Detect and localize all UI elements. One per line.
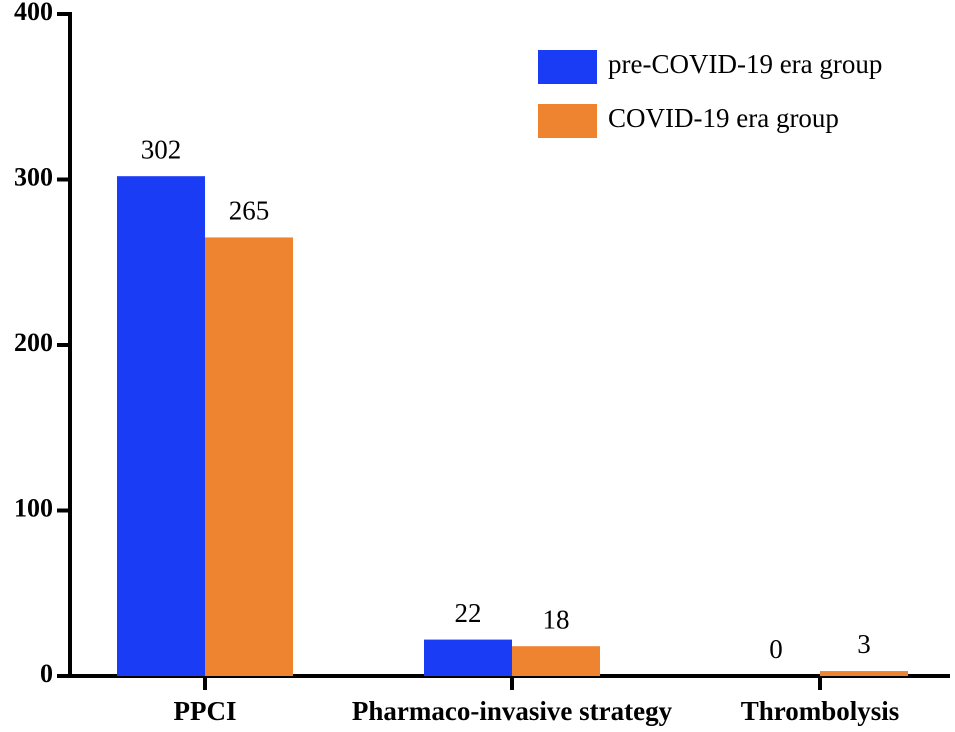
value-label: 302 bbox=[141, 134, 182, 164]
value-label: 22 bbox=[455, 598, 482, 628]
y-tick-label: 300 bbox=[14, 162, 53, 191]
value-label: 0 bbox=[769, 634, 783, 664]
legend-label: pre-COVID-19 era group bbox=[608, 49, 882, 79]
y-tick-label: 100 bbox=[14, 493, 53, 522]
legend-swatch bbox=[538, 104, 597, 138]
bar bbox=[424, 639, 512, 676]
legend-label: COVID-19 era group bbox=[608, 103, 839, 133]
x-tick-label: Thrombolysis bbox=[741, 696, 900, 726]
y-tick-label: 200 bbox=[14, 328, 53, 357]
bar bbox=[820, 671, 908, 676]
bar bbox=[205, 237, 293, 677]
y-tick-label: 400 bbox=[14, 0, 53, 26]
value-label: 3 bbox=[857, 629, 871, 659]
x-tick-label: PPCI bbox=[174, 696, 237, 726]
x-tick-label: Pharmaco-invasive strategy bbox=[352, 696, 673, 726]
bar bbox=[512, 646, 600, 676]
y-tick-label: 0 bbox=[40, 659, 53, 688]
value-label: 18 bbox=[543, 604, 570, 634]
bar bbox=[117, 176, 205, 676]
legend-swatch bbox=[538, 50, 597, 84]
value-label: 265 bbox=[229, 196, 270, 226]
